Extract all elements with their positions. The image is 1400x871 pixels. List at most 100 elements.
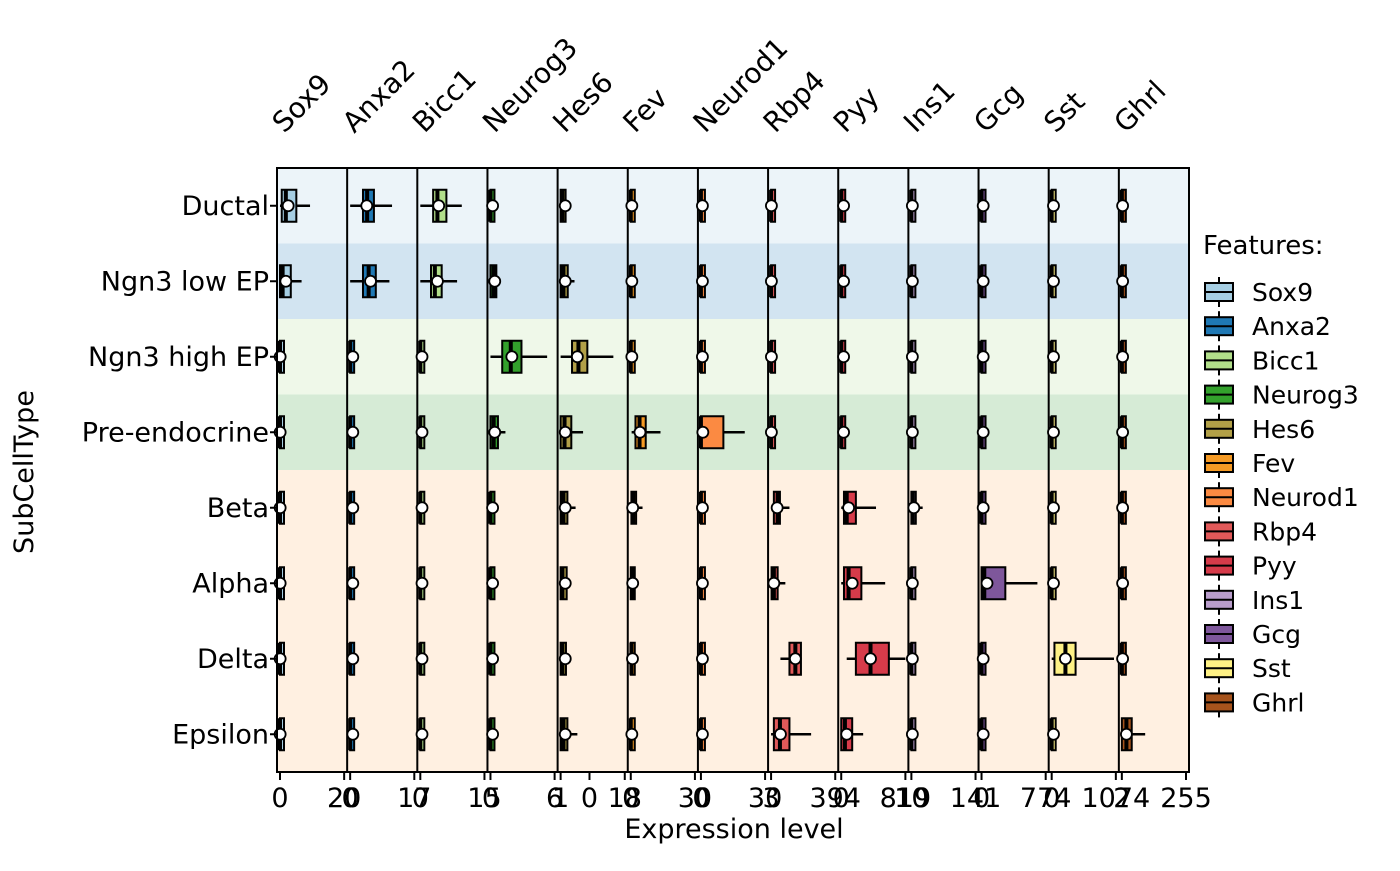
box-mean-point xyxy=(976,350,990,364)
box-mean-point xyxy=(415,576,429,590)
box-mean-point xyxy=(837,199,850,213)
box-mean-point xyxy=(696,501,709,515)
box-74 xyxy=(905,339,919,374)
y-tick-label-5: Alpha xyxy=(192,568,269,599)
box-45 xyxy=(626,566,640,601)
box-102 xyxy=(1116,641,1130,676)
box-97 xyxy=(1116,264,1130,299)
legend-label: Fev xyxy=(1252,449,1295,478)
box-35 xyxy=(558,415,584,450)
box-90 xyxy=(1047,339,1060,374)
box-96 xyxy=(1116,188,1130,223)
box-70 xyxy=(846,641,906,676)
box-mean-point xyxy=(696,652,709,666)
box-mean-point xyxy=(415,727,429,741)
box-mean-point xyxy=(696,199,709,213)
box-16 xyxy=(420,188,462,223)
legend-label: Anxa2 xyxy=(1252,312,1331,341)
column-label-1: Anxa2 xyxy=(336,53,422,139)
box-21 xyxy=(415,566,429,601)
box-20 xyxy=(415,490,429,525)
box-mean-point xyxy=(976,652,990,666)
y-tick-label-7: Epsilon xyxy=(172,719,269,750)
y-tick-label-6: Delta xyxy=(197,644,269,675)
legend-item-0: Sox9 xyxy=(1204,277,1313,307)
plot-frame xyxy=(276,167,1190,773)
box-18 xyxy=(415,339,429,374)
box-72 xyxy=(905,188,919,223)
box-mean-point xyxy=(837,425,850,439)
box-11 xyxy=(346,415,360,450)
y-tick-label-3: Pre-endocrine xyxy=(82,417,269,448)
x-tick-label-7-0: 3 xyxy=(762,783,779,814)
box-mean-point xyxy=(558,425,572,439)
box-82 xyxy=(976,339,990,374)
box-mean-point xyxy=(558,274,572,288)
box-mean-point xyxy=(558,576,572,590)
box-37 xyxy=(558,566,572,601)
box-mean-point xyxy=(558,501,572,515)
box-1 xyxy=(279,264,302,299)
legend-item-2: Bicc1 xyxy=(1204,345,1320,376)
column-label-5: Fev xyxy=(616,81,674,139)
box-mean-point xyxy=(558,727,572,741)
legend: Features: Sox9 Anxa2 Bicc1 Neurog3 Hes6 Fev Ne… xyxy=(1203,231,1359,718)
box-63 xyxy=(771,717,812,752)
box-mean-point xyxy=(1059,652,1072,666)
box-41 xyxy=(625,264,639,299)
box-86 xyxy=(976,641,990,676)
box-mean-point xyxy=(976,274,990,288)
box-mean-point xyxy=(696,425,710,439)
box-15 xyxy=(346,717,360,752)
box-93 xyxy=(1047,566,1060,601)
legend-label: Sst xyxy=(1252,654,1291,683)
box-mean-point xyxy=(770,501,784,515)
box-mean-point xyxy=(346,501,360,515)
box-mean-point xyxy=(360,199,374,213)
legend-label: Gcg xyxy=(1252,620,1301,649)
box-mean-point xyxy=(1047,727,1060,741)
box-mean-point xyxy=(1047,274,1060,288)
x-tick-label-6-0: 0 xyxy=(692,783,709,814)
box-100 xyxy=(1116,490,1130,525)
legend-title: Features: xyxy=(1203,231,1324,261)
x-tick-label-1-1: 17 xyxy=(397,783,431,814)
box-28 xyxy=(486,490,500,525)
legend-item-11: Sst xyxy=(1204,653,1291,684)
box-83 xyxy=(976,415,990,450)
box-mean-point xyxy=(415,652,429,666)
box-80 xyxy=(976,188,990,223)
box-42 xyxy=(625,339,639,374)
legend-item-9: Ins1 xyxy=(1204,584,1304,615)
box-mean-point xyxy=(837,274,850,288)
box-5 xyxy=(273,566,287,601)
legend-item-6: Neurod1 xyxy=(1204,482,1359,513)
box-mean-point xyxy=(488,425,502,439)
legend-label: Bicc1 xyxy=(1252,346,1320,375)
box-mean-point xyxy=(1047,501,1060,515)
box-101 xyxy=(1116,566,1130,601)
box-mean-point xyxy=(1116,350,1130,364)
legend-label: Pyy xyxy=(1252,552,1297,581)
y-tick-label-1: Ngn3 low EP xyxy=(101,266,269,297)
box-33 xyxy=(558,264,575,299)
x-tick-label-2-1: 15 xyxy=(467,783,501,814)
box-mean-point xyxy=(765,274,778,288)
legend-label: Hes6 xyxy=(1252,415,1315,444)
box-60 xyxy=(770,490,790,525)
box-99 xyxy=(1116,415,1130,450)
box-mean-point xyxy=(905,274,919,288)
box-mean-point xyxy=(905,425,919,439)
box-24 xyxy=(486,188,500,223)
legend-label: Neurod1 xyxy=(1252,483,1359,512)
box-76 xyxy=(907,490,923,525)
box-26 xyxy=(490,339,548,374)
legend-item-5: Fev xyxy=(1204,448,1295,478)
box-mean-point xyxy=(626,501,640,515)
box-mean-point xyxy=(625,199,639,213)
x-tick-label-2-0: 0 xyxy=(412,783,429,814)
box-mean-point xyxy=(696,274,709,288)
y-tick-label-2: Ngn3 high EP xyxy=(88,342,269,373)
